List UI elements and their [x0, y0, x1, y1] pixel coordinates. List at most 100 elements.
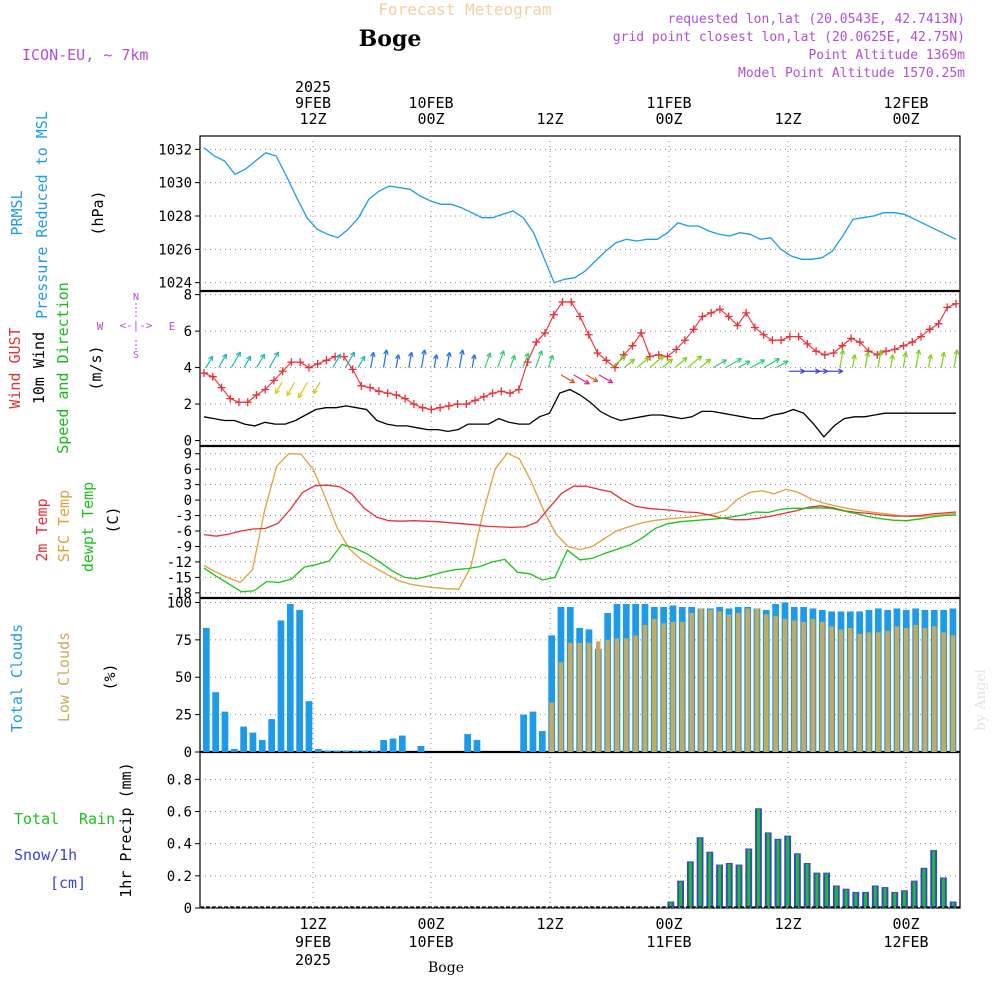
low-cloud-bar: [782, 618, 788, 752]
low-cloud-bar: [652, 618, 657, 752]
total-cloud-bar: [268, 719, 275, 752]
direction-arrow: [902, 352, 907, 368]
direction-arrowhead: [349, 351, 356, 358]
gust-marker: [471, 396, 480, 405]
gust-marker: [217, 383, 226, 392]
gust-marker: [672, 345, 681, 354]
rain-bar: [825, 873, 829, 908]
low-cloud-bar: [904, 627, 909, 752]
total-cloud-bar: [230, 749, 238, 752]
y-tick-label: 0.4: [167, 837, 192, 853]
direction-arrow: [446, 352, 451, 368]
rain-bar: [903, 891, 906, 908]
rain-bar: [951, 902, 955, 908]
y-tick-label: 1026: [158, 242, 192, 258]
low-cloud-bar: [624, 638, 629, 752]
location-title: Boge: [359, 26, 422, 52]
gust-marker: [339, 352, 348, 361]
total-cloud-bar: [314, 749, 322, 752]
direction-arrowhead: [510, 354, 516, 361]
y-tick-label: -3: [175, 509, 192, 525]
top-time-label: 00Z: [655, 110, 682, 128]
direction-arrow: [458, 349, 464, 368]
direction-arrow: [420, 349, 426, 368]
total-cloud-bar: [529, 711, 537, 752]
direction-arrowhead: [592, 376, 599, 383]
total-cloud-bar: [286, 603, 294, 752]
gust-marker: [943, 303, 952, 312]
model-label: ICON-EU, ~ 7km: [22, 46, 148, 64]
direction-arrow: [382, 349, 388, 368]
temp-unit: (C): [104, 506, 122, 533]
wind-gust-label: Wind GUST: [6, 327, 24, 408]
compass-east: E: [169, 320, 176, 333]
rain-bar: [805, 863, 809, 908]
low-cloud-bar: [708, 609, 713, 752]
precip-rain-label: Rain: [79, 810, 115, 828]
total-clouds-label: Total Clouds: [8, 624, 26, 732]
direction-arrowhead: [537, 350, 543, 356]
low-cloud-bar: [661, 623, 666, 752]
direction-arrowhead: [383, 349, 389, 355]
gust-marker: [444, 401, 453, 410]
bottom-time-label: 2025: [295, 951, 331, 969]
rain-bar: [941, 878, 945, 908]
low-cloud-bar: [726, 614, 732, 752]
gust-marker: [549, 310, 558, 319]
low-cloud-bar: [792, 620, 797, 752]
y-tick-label: 0.2: [167, 869, 192, 885]
top-time-label: 12Z: [774, 110, 801, 128]
rain-bar: [688, 862, 692, 908]
rain-bar: [679, 881, 683, 908]
direction-arrow: [586, 374, 599, 383]
direction-arrow: [547, 354, 554, 368]
gust-marker: [917, 332, 926, 341]
top-time-label: 00Z: [892, 110, 919, 128]
direction-arrow: [497, 350, 505, 368]
direction-arrowhead: [459, 349, 465, 355]
total-cloud-bar: [296, 609, 303, 752]
rain-bar: [922, 868, 926, 908]
gust-marker: [278, 367, 287, 376]
direction-arrow: [484, 352, 491, 368]
direction-arrowhead: [889, 354, 895, 360]
gust-marker: [532, 338, 541, 347]
total-cloud-bar: [417, 746, 425, 752]
total-cloud-bar: [380, 740, 387, 752]
total-cloud-bar: [548, 635, 555, 752]
t2m-label: 2m Temp: [33, 498, 51, 561]
gust-marker: [803, 339, 812, 348]
gust-marker: [304, 363, 313, 372]
low-cloud-bar: [820, 621, 825, 752]
total-cloud-bar: [249, 732, 257, 752]
gust-marker: [261, 385, 270, 394]
bottom-time-label: 00Z: [655, 915, 682, 933]
gust-marker: [488, 389, 497, 398]
rain-bar: [864, 892, 867, 908]
direction-arrow: [915, 349, 920, 368]
compass-south: S: [133, 350, 139, 361]
rain-bar: [815, 873, 819, 908]
rain-bar: [932, 851, 936, 908]
gust-marker: [383, 389, 392, 398]
rain-bar: [708, 852, 712, 908]
direction-arrow: [877, 349, 882, 368]
direction-arrow: [274, 381, 283, 394]
y-tick-label: 9: [184, 447, 192, 463]
bottom-time-label: 00Z: [892, 915, 919, 933]
wind-line: [203, 388, 956, 438]
gust-marker: [418, 403, 427, 412]
low-cloud-bar: [848, 627, 853, 752]
gust-marker: [890, 345, 899, 354]
direction-arrow: [256, 353, 266, 368]
y-tick-label: 0: [184, 493, 192, 509]
direction-arrow: [750, 359, 765, 369]
gust-marker: [226, 394, 235, 403]
rain-bar: [854, 892, 858, 908]
low-cloud-bar: [605, 639, 610, 752]
low-cloud-bar: [745, 608, 750, 752]
y-tick-label: -9: [175, 539, 192, 555]
pressure-label-long: Pressure Reduced to MSL: [33, 111, 51, 319]
y-tick-label: -18: [167, 586, 192, 602]
